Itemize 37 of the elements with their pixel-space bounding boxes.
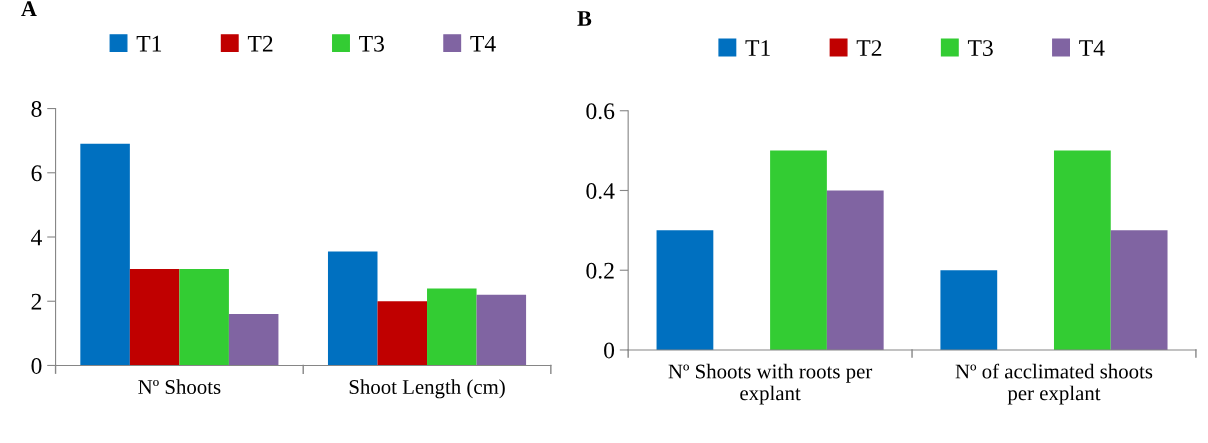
bar (476, 294, 527, 366)
x-tick-label: Nº of acclimated shoots per explant (955, 363, 1153, 405)
y-tick-label: 0.6 (586, 103, 615, 120)
y-tick-label: 2 (31, 293, 42, 310)
legend-label: T1 (745, 40, 770, 56)
x-tick-label: Shoot Length (cm) (349, 379, 505, 399)
chart-title: A (21, 1, 37, 17)
bar (327, 251, 378, 366)
bar (770, 150, 827, 350)
x-tick-label: Nº Shoots (138, 379, 221, 395)
bar (826, 190, 884, 350)
y-tick-label: 0.2 (586, 262, 614, 279)
bar (940, 270, 998, 350)
bar (80, 143, 130, 366)
bar (129, 269, 180, 366)
legend-label: T2 (856, 40, 882, 56)
bar (1053, 150, 1111, 350)
bar (377, 301, 428, 366)
y-tick-label: 0.4 (586, 182, 615, 200)
bar (427, 288, 477, 366)
legend-label: T1 (136, 35, 162, 52)
legend-label: T4 (470, 35, 496, 52)
y-tick-label: 8 (31, 101, 42, 117)
bar (1110, 230, 1168, 350)
legend-label: T3 (967, 40, 993, 56)
y-tick-label: 6 (31, 165, 42, 182)
y-tick-label: 0 (604, 342, 615, 359)
chart-title: B (577, 11, 592, 26)
bar (228, 314, 279, 366)
legend-label: T4 (1079, 40, 1105, 56)
bar (656, 230, 714, 350)
y-tick-label: 0 (31, 357, 42, 374)
x-tick-label: Nº Shoots with roots per explant (668, 363, 873, 405)
y-tick-label: 4 (31, 229, 42, 246)
legend-label: T2 (247, 35, 273, 52)
legend-label: T3 (359, 35, 384, 52)
bar (179, 269, 229, 366)
